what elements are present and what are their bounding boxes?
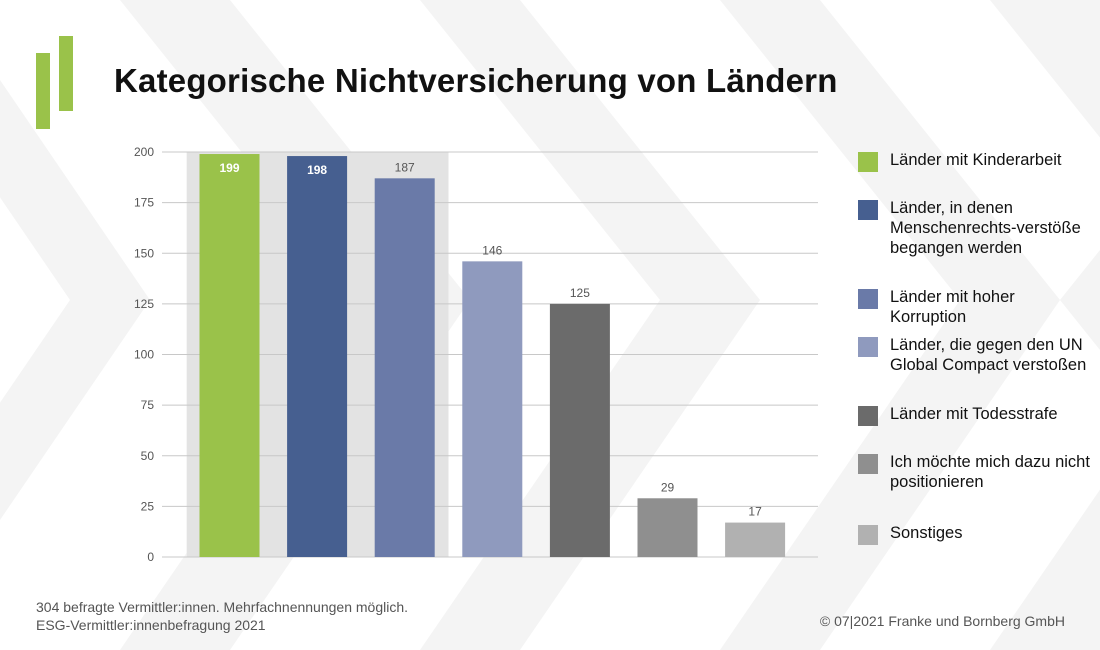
y-tick-label: 175 xyxy=(134,196,154,210)
y-tick-label: 75 xyxy=(141,398,155,412)
legend-swatch xyxy=(858,152,878,172)
y-tick-label: 50 xyxy=(141,449,155,463)
legend-label: Länder mit hoher Korruption xyxy=(890,288,1015,326)
bar xyxy=(374,178,435,557)
y-tick-label: 200 xyxy=(134,145,154,159)
bar xyxy=(549,303,610,557)
bar xyxy=(637,498,698,557)
bar-value-label: 29 xyxy=(661,480,675,494)
bar xyxy=(462,261,523,557)
y-tick-label: 100 xyxy=(134,348,154,362)
legend-label: Länder mit Kinderarbeit xyxy=(890,151,1062,169)
bar-value-label: 125 xyxy=(570,286,590,300)
legend-swatch xyxy=(858,289,878,309)
y-tick-label: 25 xyxy=(141,499,155,513)
bar-value-label: 17 xyxy=(748,505,762,519)
y-tick-label: 125 xyxy=(134,297,154,311)
legend-swatch xyxy=(858,200,878,220)
logo-bar-left xyxy=(36,53,50,129)
y-tick-label: 0 xyxy=(147,550,154,564)
chart-title: Kategorische Nichtversicherung von Lände… xyxy=(114,62,838,99)
logo-bar-right xyxy=(59,36,73,111)
legend-label: Länder mit Todesstrafe xyxy=(890,405,1058,423)
bar-value-label: 198 xyxy=(307,163,327,177)
legend-label: Länder, die gegen den UN Global Compact … xyxy=(890,336,1087,374)
legend-swatch xyxy=(858,406,878,426)
bar-value-label: 199 xyxy=(219,161,239,175)
legend-label: Sonstiges xyxy=(890,524,963,542)
footnote: 304 befragte Vermittler:innen. Mehrfachn… xyxy=(36,598,408,634)
bar xyxy=(199,154,260,557)
bar xyxy=(287,156,348,558)
bar-value-label: 187 xyxy=(395,160,415,174)
legend-label: Länder, in denen Menschenrechts-verstöße… xyxy=(890,199,1081,257)
legend-swatch xyxy=(858,525,878,545)
footnote-line-1: 304 befragte Vermittler:innen. Mehrfachn… xyxy=(36,599,409,615)
legend-swatch xyxy=(858,337,878,357)
copyright: © 07|2021 Franke und Bornberg GmbH xyxy=(819,613,1065,629)
footnote-line-2: ESG-Vermittler:innenbefragung 2021 xyxy=(36,617,266,633)
legend-swatch xyxy=(858,454,878,474)
legend-label: Ich möchte mich dazu nicht positionieren xyxy=(890,453,1090,491)
bar-value-label: 146 xyxy=(482,243,502,257)
bar xyxy=(725,522,786,557)
y-tick-label: 150 xyxy=(134,246,154,260)
